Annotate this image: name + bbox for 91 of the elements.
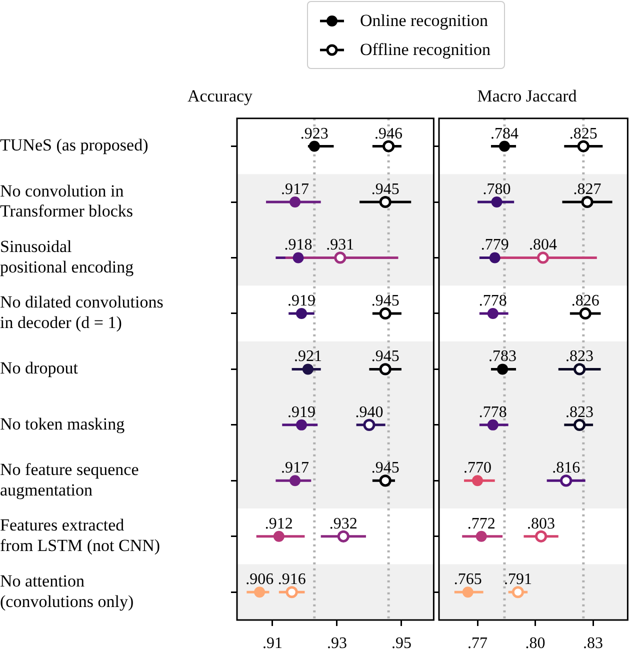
point	[254, 586, 266, 598]
data-label: .784	[490, 125, 518, 142]
point	[462, 586, 474, 598]
data-label: .770	[464, 460, 492, 477]
data-label: .778	[478, 292, 507, 310]
point	[379, 196, 392, 208]
point	[290, 475, 301, 486]
point	[302, 364, 314, 375]
point	[489, 252, 500, 264]
point	[334, 252, 346, 264]
data-label: .932	[329, 515, 358, 532]
point	[574, 363, 586, 376]
data-label: .945	[371, 292, 400, 310]
data-label: .827	[573, 181, 602, 198]
x-tick-label: .77	[468, 634, 488, 652]
data-label: .912	[264, 515, 293, 532]
data-label: .823	[566, 348, 594, 366]
point	[296, 308, 307, 319]
point	[560, 474, 572, 487]
data-label: .826	[571, 292, 600, 310]
chart-title: Macro Jaccard	[477, 86, 578, 106]
data-label: .783	[488, 348, 517, 366]
data-label: .940	[355, 404, 384, 421]
data-label: .778	[478, 404, 507, 421]
y-tick-label: Features extracted from LSTM (not CNN)	[0, 516, 160, 556]
chart-title: Accuracy	[187, 86, 254, 106]
point	[574, 418, 586, 431]
point	[581, 196, 594, 208]
point	[379, 307, 392, 320]
data-label: .917	[281, 460, 310, 477]
point	[487, 419, 498, 430]
data-label: .906	[246, 571, 274, 588]
data-label: .804	[528, 236, 557, 254]
point	[308, 140, 320, 152]
data-label: .918	[284, 236, 312, 254]
y-tick-label: No feature sequence augmentation	[0, 460, 139, 500]
x-tick-label: .80	[525, 634, 546, 652]
y-tick-label: No dropout	[0, 358, 78, 378]
point	[497, 364, 508, 375]
x-tick-label: .83	[583, 634, 604, 652]
data-label: .917	[281, 181, 310, 198]
x-tick-label: .93	[326, 634, 347, 652]
y-tick-label: No dilated convolutions in decoder (d = 1)	[0, 292, 164, 332]
point	[273, 530, 284, 542]
data-label: .946	[374, 125, 403, 142]
point	[577, 140, 590, 152]
data-label: .945	[371, 460, 400, 477]
x-tick-label: .95	[391, 634, 412, 652]
point	[498, 140, 510, 152]
point	[379, 363, 392, 376]
point	[290, 196, 301, 208]
point	[363, 418, 376, 431]
data-label: .816	[552, 460, 580, 477]
data-label: .825	[569, 125, 598, 142]
data-label: .772	[467, 515, 496, 532]
data-label: .919	[287, 292, 316, 310]
y-tick-label: TUNeS (as proposed)	[0, 136, 148, 155]
data-label: .945	[371, 181, 400, 198]
data-label: .945	[371, 348, 400, 366]
data-label: .923	[300, 125, 328, 142]
point	[487, 308, 498, 319]
data-label: .780	[482, 181, 511, 198]
point	[472, 475, 484, 486]
y-tick-label: Sinusoidal positional encoding	[0, 237, 134, 276]
y-tick-label: No attention (convolutions only)	[0, 571, 134, 611]
data-label: .791	[504, 571, 532, 588]
data-label: .779	[480, 236, 509, 254]
y-tick-label: No token masking	[0, 414, 126, 434]
data-label: .919	[287, 404, 316, 421]
point	[579, 307, 592, 320]
point	[512, 586, 524, 598]
data-label: .823	[566, 404, 594, 421]
x-tick-label: .91	[262, 634, 282, 652]
data-label: .931	[326, 236, 354, 254]
data-label: .765	[454, 571, 482, 588]
point	[292, 252, 304, 264]
point	[379, 474, 392, 487]
point	[296, 419, 307, 430]
point	[491, 196, 502, 208]
data-label: .916	[278, 571, 306, 588]
y-tick-label: No convolution in Transformer blocks	[0, 181, 133, 221]
data-label: .921	[294, 348, 322, 366]
legend-label: Offline recognition	[360, 40, 490, 60]
point	[535, 530, 548, 542]
data-label: .803	[527, 515, 556, 532]
legend-label: Online recognition	[360, 10, 488, 30]
point	[382, 140, 395, 152]
point	[337, 530, 350, 542]
point	[286, 586, 298, 598]
point	[476, 530, 487, 542]
point	[536, 252, 550, 264]
